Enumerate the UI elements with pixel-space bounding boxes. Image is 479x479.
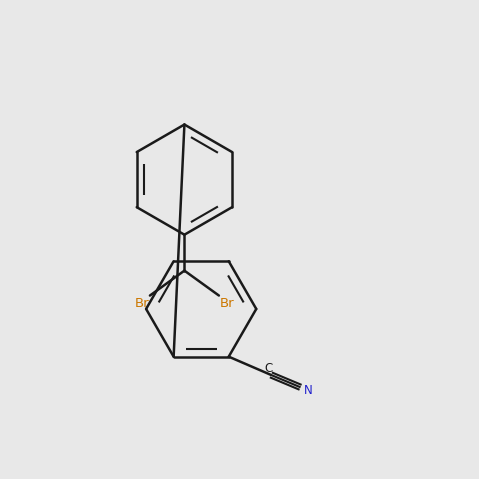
- Text: Br: Br: [135, 297, 149, 310]
- Text: Br: Br: [219, 297, 234, 310]
- Text: C: C: [265, 362, 273, 375]
- Text: N: N: [304, 384, 313, 397]
